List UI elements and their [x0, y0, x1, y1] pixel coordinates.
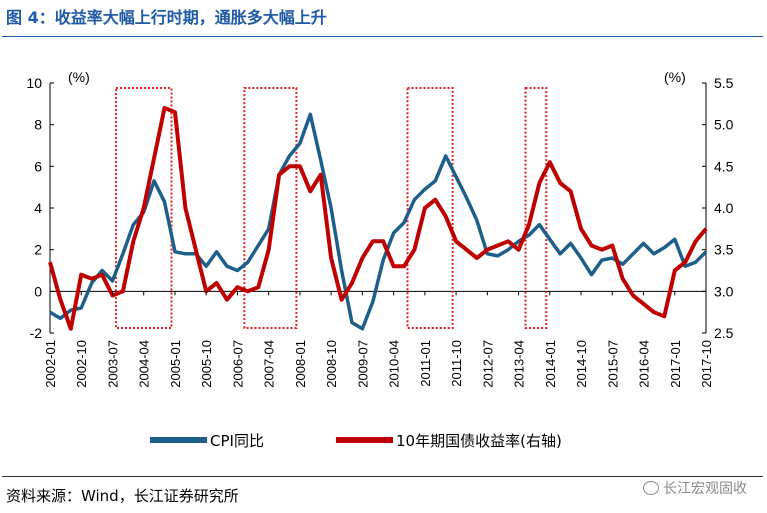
bottom-divider — [2, 476, 763, 477]
watermark-text: 长江宏观固收 — [663, 481, 747, 497]
highlight-boxes — [114, 87, 548, 329]
x-tick-label: 2012-07 — [480, 340, 495, 388]
highlight-box — [406, 87, 454, 329]
right-tick-label: 3.5 — [714, 242, 734, 258]
left-tick-label: -2 — [30, 325, 43, 341]
watermark: 长江宏观固收 — [643, 478, 747, 498]
left-tick-label: 6 — [34, 158, 42, 174]
right-axis-unit: (%) — [664, 69, 686, 85]
x-tick-label: 2015-07 — [605, 340, 620, 388]
x-tick-label: 2010-04 — [387, 340, 402, 388]
source-note: 资料来源：Wind，长江证券研究所 — [6, 487, 239, 505]
x-tick-label: 2011-10 — [449, 340, 464, 387]
x-tick-label: 2014-01 — [543, 340, 558, 388]
x-tick-label: 2011-01 — [418, 340, 433, 387]
right-tick-label: 3.0 — [714, 283, 734, 299]
top-divider — [2, 36, 763, 37]
series-line-cpi — [49, 112, 708, 331]
left-tick-label: 4 — [34, 200, 42, 216]
x-tick-label: 2005-10 — [199, 340, 214, 388]
left-tick-label: 8 — [34, 117, 42, 133]
x-tick-label: 2009-07 — [355, 340, 370, 388]
series-layer — [48, 106, 708, 331]
left-tick-label: 2 — [34, 242, 42, 258]
x-tick-label: 2017-10 — [699, 340, 714, 388]
highlight-box — [243, 87, 298, 329]
right-tick-label: 5.5 — [714, 75, 734, 91]
x-tick-label: 2006-07 — [230, 340, 245, 388]
x-tick-label: 2004-04 — [137, 340, 152, 388]
x-tick-label: 2008-10 — [324, 340, 339, 388]
x-tick-label: 2005-01 — [168, 340, 183, 388]
axes-frame — [49, 83, 707, 333]
x-tick-label: 2003-07 — [105, 340, 120, 388]
x-tick-label: 2017-01 — [668, 340, 683, 388]
right-tick-label: 4.5 — [714, 158, 734, 174]
left-tick-label: 10 — [26, 75, 42, 91]
left-axis-unit: (%) — [68, 69, 90, 85]
right-tick-label: 4.0 — [714, 200, 734, 216]
legend-label-cpi: CPI同比 — [210, 432, 264, 450]
x-tick-label: 2016-04 — [637, 340, 652, 388]
page-title: 图 4：收益率大幅上行时期，通胀多大幅上升 — [6, 8, 327, 27]
x-tick-label: 2007-04 — [262, 340, 277, 388]
x-tick-label: 2002-01 — [43, 340, 58, 388]
highlight-box — [524, 87, 548, 329]
right-tick-label: 2.5 — [714, 325, 734, 341]
x-tick-label: 2002-10 — [74, 340, 89, 388]
x-tick-label: 2014-10 — [574, 340, 589, 388]
tick-labels: -2 0 2 4 6 8 10 2.5 3.0 3.5 4.0 4.5 5.0 5.5 2002-01 200… — [26, 75, 733, 388]
right-tick-label: 5.0 — [714, 117, 734, 133]
legend-label-yield: 10年期国债收益率(右轴) — [396, 432, 562, 450]
series-line-yield — [48, 106, 708, 331]
wechat-icon — [643, 481, 659, 495]
chart-legend: CPI同比 10年期国债收益率(右轴) — [150, 432, 562, 450]
x-tick-label: 2008-01 — [293, 340, 308, 388]
x-tick-label: 2013-04 — [512, 340, 527, 388]
left-tick-label: 0 — [34, 283, 42, 299]
